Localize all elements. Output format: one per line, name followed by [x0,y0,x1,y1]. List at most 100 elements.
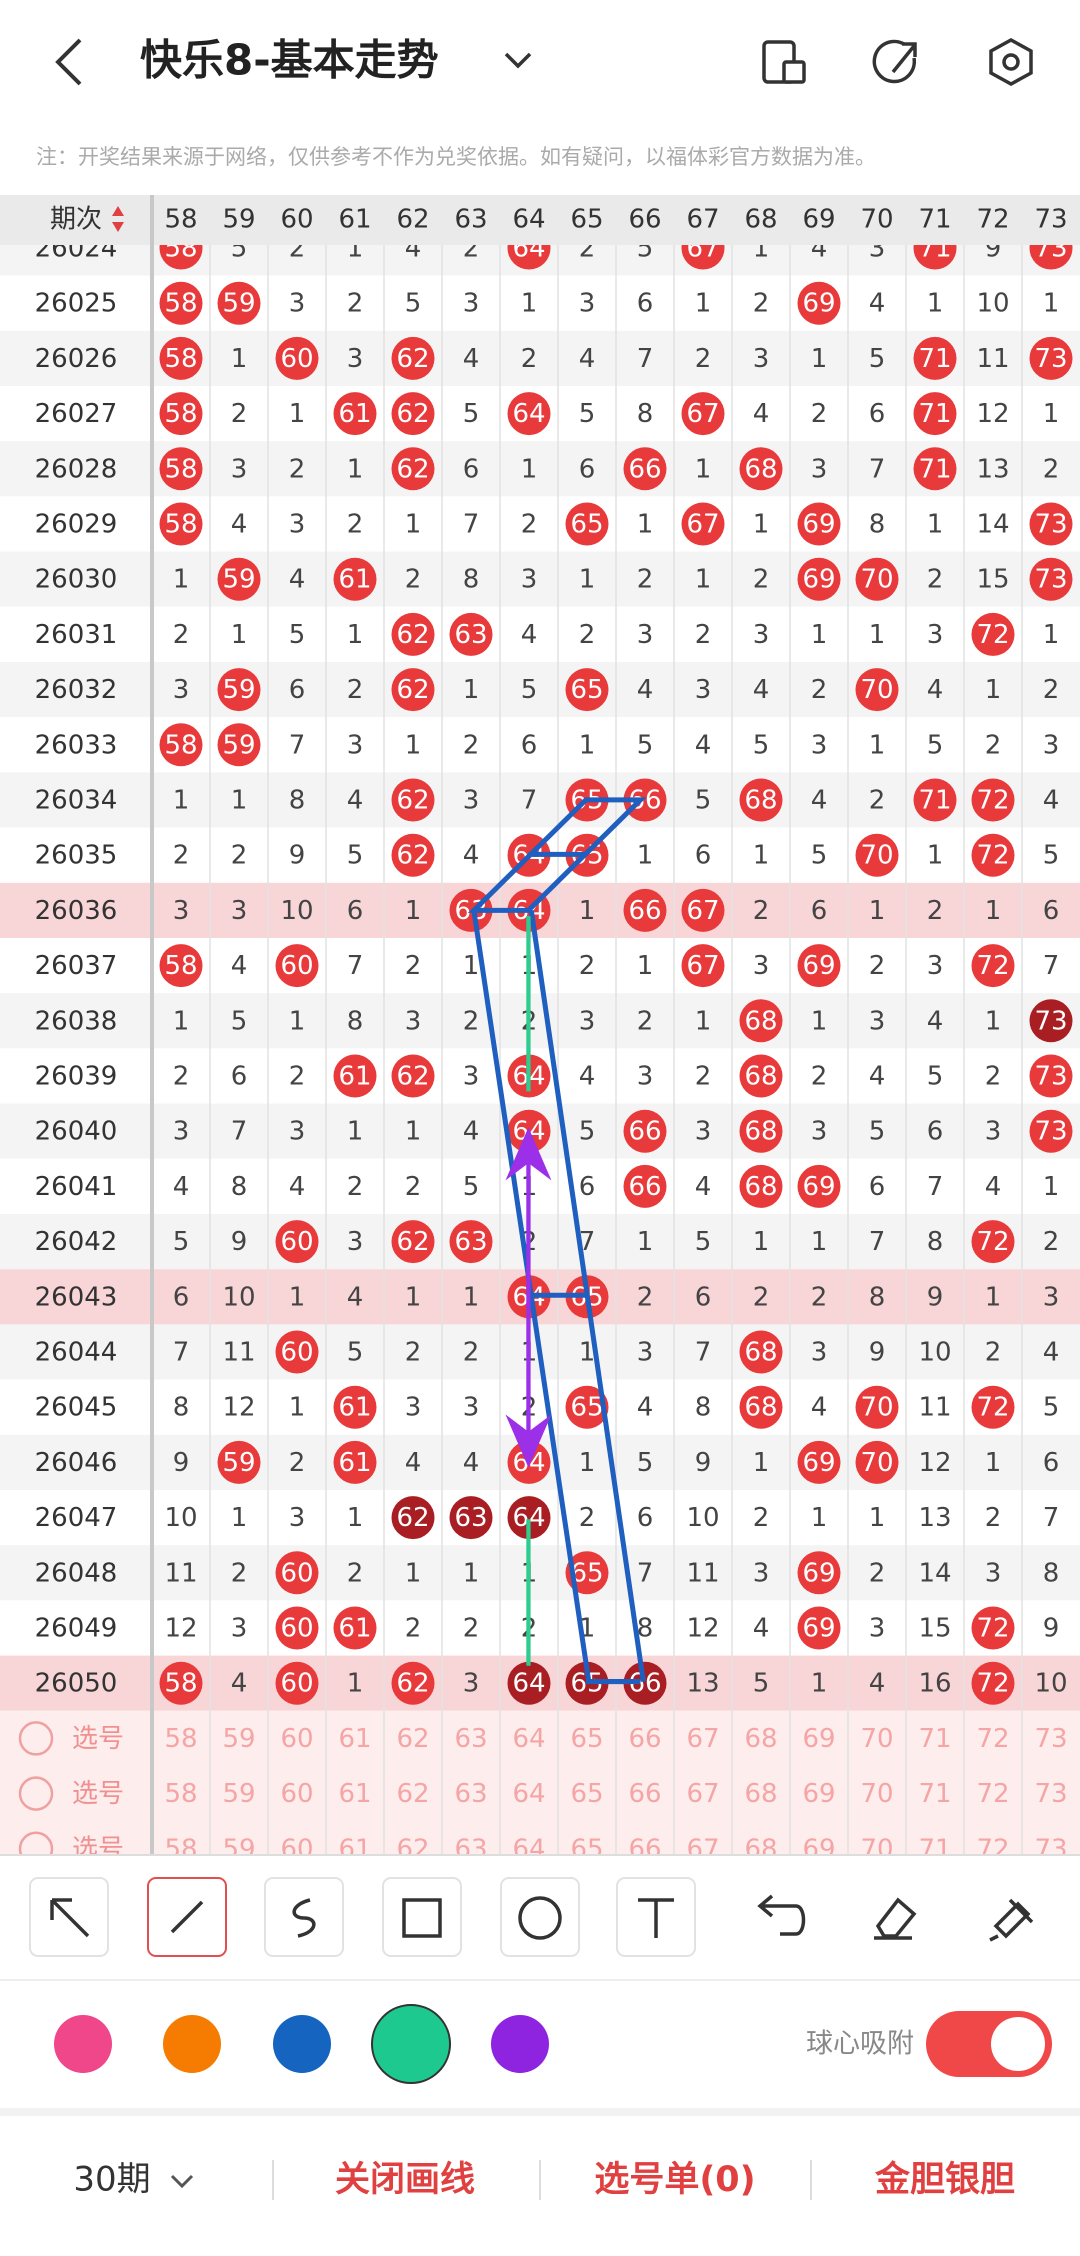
miss-count: 9 [695,1448,712,1478]
line-tool[interactable] [170,1900,204,1934]
tool-button[interactable] [382,1877,462,1957]
back-button[interactable] [55,38,82,86]
miss-count: 13 [976,454,1009,484]
column-header: 67 [686,205,719,235]
miss-count: 4 [173,1172,190,1202]
eraser-tool[interactable] [874,1897,917,1940]
miss-count: 1 [695,565,712,595]
settings-icon[interactable] [989,38,1033,86]
miss-count: 1 [289,1393,306,1423]
pick-number: 68 [744,1834,777,1864]
miss-count: 9 [289,841,306,871]
color-swatch[interactable] [163,2015,221,2073]
tool-button-selected[interactable] [147,1877,227,1957]
pick-number: 63 [454,1779,487,1809]
miss-count: 5 [173,1227,190,1257]
pick-number: 69 [802,1834,835,1864]
ball [507,1496,551,1540]
miss-count: 5 [637,730,654,760]
tool-button[interactable] [500,1877,580,1957]
ball-number: 58 [164,454,197,484]
title-dropdown[interactable] [504,52,532,69]
pick-radio[interactable] [18,1721,54,1756]
ball [159,281,203,325]
miss-count: 2 [985,1062,1002,1092]
ball-number: 73 [1034,1062,1067,1092]
miss-count: 4 [869,289,886,319]
pick-radio[interactable] [18,1831,54,1865]
tool-button[interactable] [616,1877,696,1957]
miss-count: 7 [869,454,886,484]
miss-count: 4 [289,1172,306,1202]
miss-count: 7 [231,1117,248,1147]
miss-count: 2 [347,675,364,705]
miss-count: 3 [869,1614,886,1644]
miss-count: 2 [405,565,422,595]
text-tool[interactable] [638,1898,674,1938]
miss-count: 2 [695,1062,712,1092]
ball [797,1164,841,1208]
period: 26048 [35,1558,118,1588]
arrow-tool[interactable] [50,1898,90,1938]
miss-count: 3 [463,1669,480,1699]
ball-number: 69 [802,1172,835,1202]
miss-count: 1 [347,234,364,264]
pick-number: 58 [164,1834,197,1864]
period-select[interactable]: 30期 [73,2160,150,2200]
color-swatch[interactable] [491,2015,549,2073]
ball [971,778,1015,822]
gold-silver-button[interactable]: 金胆银胆 [874,2159,1015,2200]
column-header: 63 [454,205,487,235]
circle-tool[interactable] [518,1896,562,1940]
pick-number: 65 [570,1724,603,1754]
period-dropdown [170,2174,194,2189]
column-header: 60 [280,205,313,235]
pick-list-button[interactable]: 选号单(0) [594,2160,755,2200]
ball [391,612,435,656]
miss-count: 1 [811,1006,828,1036]
miss-count: 6 [521,730,538,760]
ball [681,245,725,270]
color-swatch-selected[interactable] [371,2004,451,2084]
miss-count: 4 [405,234,422,264]
ball-number: 63 [454,1227,487,1257]
ball-number: 60 [280,951,313,981]
miss-count: 1 [695,289,712,319]
miss-count: 2 [405,1614,422,1644]
tool-button[interactable] [264,1877,344,1957]
toolbar [0,1855,1080,1980]
miss-count: 6 [289,675,306,705]
miss-count: 15 [918,1614,951,1644]
pick-radio[interactable] [18,1776,54,1811]
color-swatch[interactable] [273,2015,331,2073]
undo-tool[interactable] [757,1894,806,1936]
miss-count: 2 [405,951,422,981]
ball [797,944,841,988]
device-icon[interactable] [762,40,806,84]
clear-tool[interactable] [989,1898,1034,1942]
ball [971,1661,1015,1705]
miss-count: 5 [811,841,828,871]
tool-button[interactable] [29,1877,109,1957]
ball [739,1330,783,1374]
column-header: 73 [1034,205,1067,235]
ball-number: 62 [396,1503,429,1533]
ball-number: 73 [1034,510,1067,540]
miss-count: 2 [1043,1227,1060,1257]
ball-number: 63 [454,620,487,650]
color-swatch[interactable] [54,2015,112,2073]
ball [333,1606,377,1650]
curve-tool[interactable] [292,1898,316,1938]
close-draw-button[interactable]: 关闭画线 [335,2160,475,2200]
miss-count: 9 [869,1338,886,1368]
ball [739,1164,783,1208]
miss-count: 1 [985,675,1002,705]
pick-number: 71 [918,1779,951,1809]
ball [797,557,841,601]
share-icon[interactable] [872,39,917,84]
column-header: 70 [860,205,893,235]
ball-number: 69 [802,1558,835,1588]
rect-tool[interactable] [402,1898,442,1938]
miss-count: 2 [985,730,1002,760]
pick-row-bg [0,1710,1080,1766]
